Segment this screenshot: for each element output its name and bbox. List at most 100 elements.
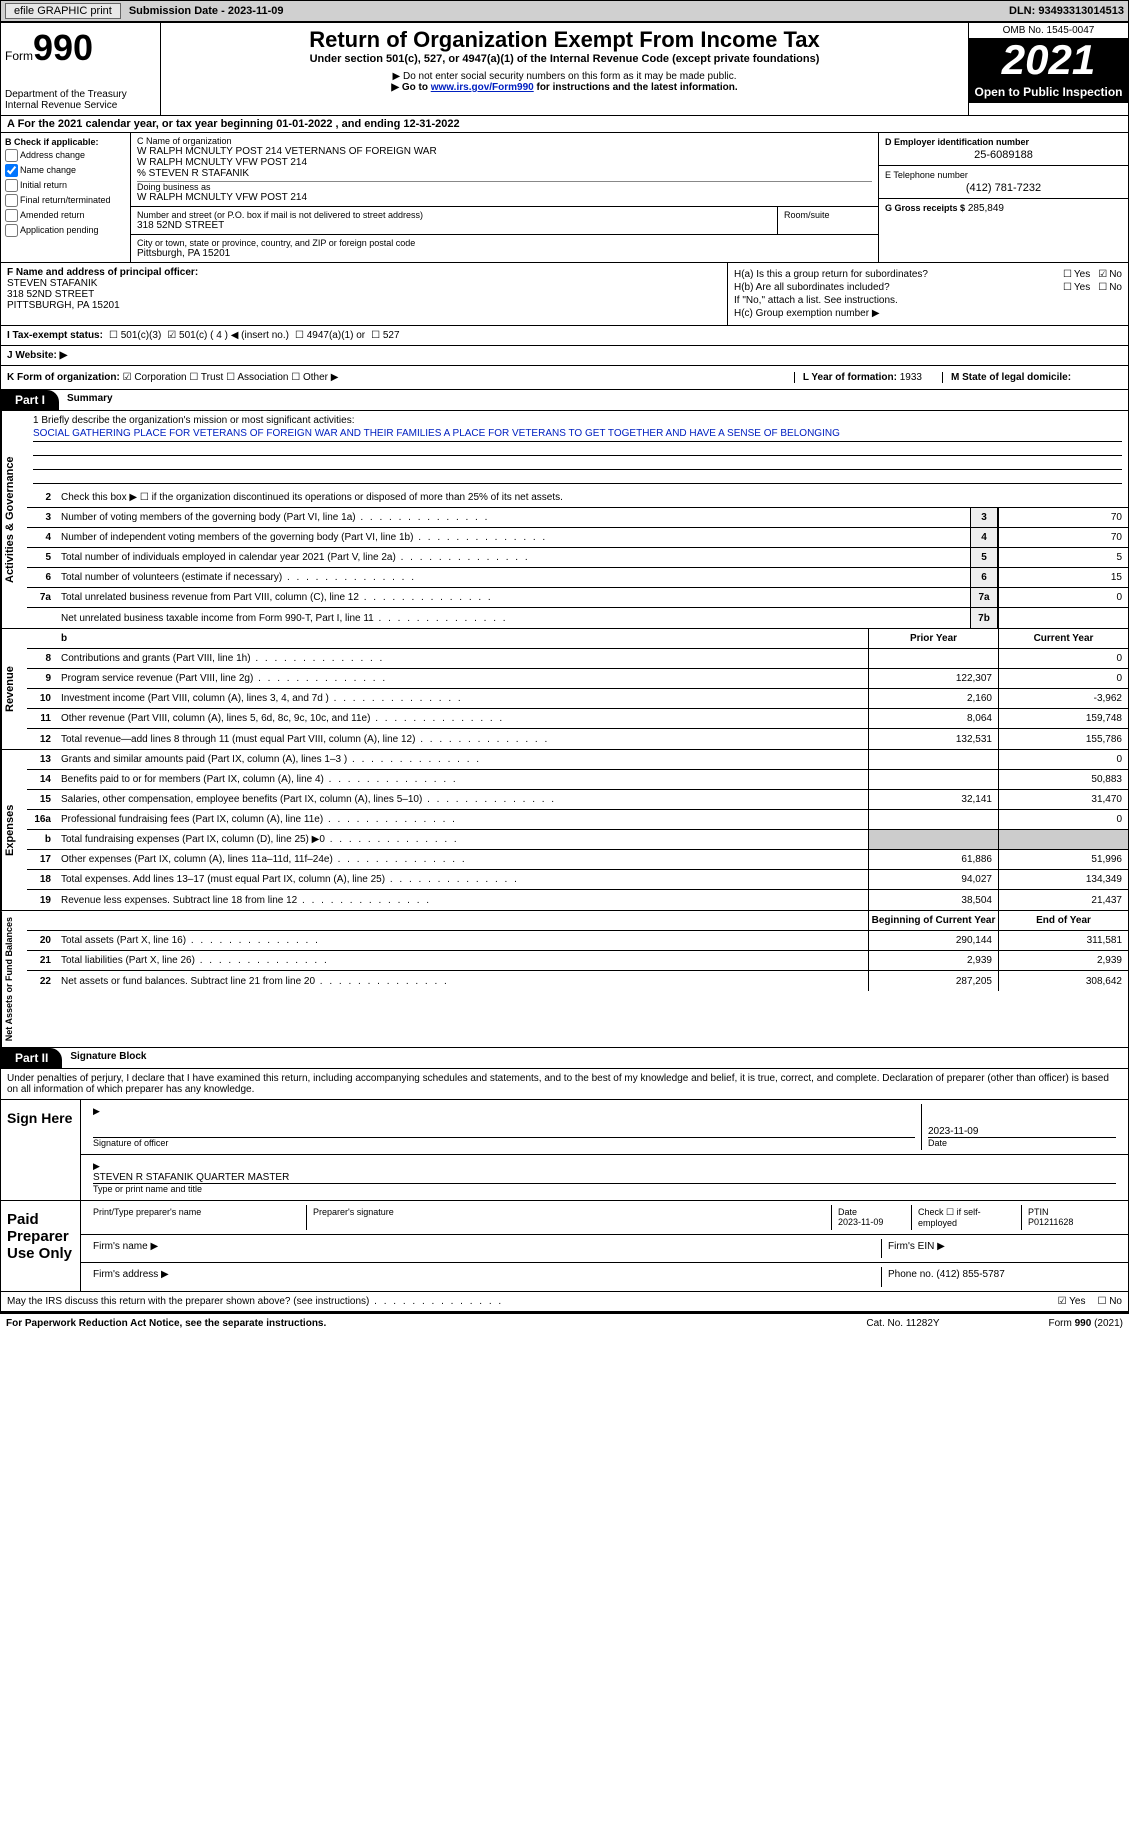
form-number: Form990 [5, 27, 156, 69]
line-13: 13 Grants and similar amounts paid (Part… [27, 750, 1128, 770]
gross-label: G Gross receipts $ [885, 203, 965, 213]
sig-intro: Under penalties of perjury, I declare th… [0, 1069, 1129, 1100]
type-name-label: Type or print name and title [93, 1183, 1116, 1194]
submission-date: Submission Date - 2023-11-09 [129, 5, 284, 17]
line-22: 22 Net assets or fund balances. Subtract… [27, 971, 1128, 991]
line-7a: 7a Total unrelated business revenue from… [27, 588, 1128, 608]
org-name-2: W RALPH MCNULTY VFW POST 214 [137, 157, 872, 168]
may-yes[interactable]: ☑ Yes [1058, 1296, 1086, 1307]
firm-address: Firm's address ▶ [87, 1267, 882, 1287]
opt-trust[interactable]: ☐ Trust [189, 372, 223, 383]
efile-print-button[interactable]: efile GRAPHIC print [5, 3, 121, 19]
city-label: City or town, state or province, country… [137, 238, 872, 248]
line-15: 15 Salaries, other compensation, employe… [27, 790, 1128, 810]
part2-header: Part II Signature Block [0, 1048, 1129, 1069]
firm-name: Firm's name ▶ [87, 1239, 882, 1258]
row-a-taxyear: A For the 2021 calendar year, or tax yea… [0, 116, 1129, 133]
opt-4947[interactable]: ☐ 4947(a)(1) or [295, 330, 365, 341]
eoy-hdr: End of Year [998, 911, 1128, 930]
street-value: 318 52ND STREET [137, 220, 771, 231]
chk-address-change[interactable]: Address change [5, 149, 126, 162]
phone-value: (412) 781-7232 [885, 182, 1122, 194]
chk-initial-return[interactable]: Initial return [5, 179, 126, 192]
line-21: 21 Total liabilities (Part X, line 26) 2… [27, 951, 1128, 971]
sig-date-value: 2023-11-09 [928, 1126, 1116, 1137]
box-b-title: B Check if applicable: [5, 137, 126, 147]
ha-yes[interactable]: ☐Yes [1063, 269, 1090, 280]
city-value: Pittsburgh, PA 15201 [137, 248, 872, 259]
ein-value: 25-6089188 [885, 149, 1122, 161]
self-employed[interactable]: Check ☐ if self-employed [912, 1205, 1022, 1230]
section-ag-label: Activities & Governance [1, 411, 27, 628]
box-h: H(a) Is this a group return for subordin… [728, 263, 1128, 325]
org-name-1: W RALPH MCNULTY POST 214 VETERNANS OF FO… [137, 146, 872, 157]
form-header: Form990 Department of the Treasury Inter… [0, 22, 1129, 116]
line-12: 12 Total revenue—add lines 8 through 11 … [27, 729, 1128, 749]
hb-no[interactable]: ☐No [1098, 282, 1122, 293]
mission-block: 1 Briefly describe the organization's mi… [27, 411, 1128, 488]
chk-amended[interactable]: Amended return [5, 209, 126, 222]
section-bcdeg: B Check if applicable: Address change Na… [0, 133, 1129, 263]
prior-year-hdr: Prior Year [868, 629, 998, 648]
line-19: 19 Revenue less expenses. Subtract line … [27, 890, 1128, 910]
line-11: 11 Other revenue (Part VIII, column (A),… [27, 709, 1128, 729]
line-16a: 16a Professional fundraising fees (Part … [27, 810, 1128, 830]
boy-hdr: Beginning of Current Year [868, 911, 998, 930]
line-b: b Total fundraising expenses (Part IX, c… [27, 830, 1128, 850]
gross-value: 285,849 [968, 203, 1004, 214]
line-9: 9 Program service revenue (Part VIII, li… [27, 669, 1128, 689]
line-3: 3 Number of voting members of the govern… [27, 508, 1128, 528]
summary-net: Net Assets or Fund Balances Beginning of… [0, 911, 1129, 1048]
opt-501c3[interactable]: ☐ 501(c)(3) [109, 330, 161, 341]
row-klm: K Form of organization: ☑ Corporation ☐ … [0, 366, 1129, 390]
hb-note: If "No," attach a list. See instructions… [734, 295, 1122, 306]
footer-center: Cat. No. 11282Y [843, 1318, 963, 1329]
section-exp-label: Expenses [1, 750, 27, 910]
box-c: C Name of organization W RALPH MCNULTY P… [131, 133, 878, 262]
section-fh: F Name and address of principal officer:… [0, 263, 1129, 326]
mission-label: 1 Briefly describe the organization's mi… [33, 415, 1122, 426]
firm-ein: Firm's EIN ▶ [882, 1239, 1122, 1258]
line-4: 4 Number of independent voting members o… [27, 528, 1128, 548]
part1-title: Summary [59, 390, 1128, 410]
sig-date-label: Date [928, 1137, 1116, 1148]
page-footer: For Paperwork Reduction Act Notice, see … [0, 1312, 1129, 1333]
opt-assoc[interactable]: ☐ Association [226, 372, 288, 383]
website-label: J Website: ▶ [7, 350, 67, 361]
row-k: K Form of organization: ☑ Corporation ☐ … [7, 372, 338, 383]
dln-number: DLN: 93493313014513 [1009, 5, 1124, 17]
chk-final-return[interactable]: Final return/terminated [5, 194, 126, 207]
ha-question: H(a) Is this a group return for subordin… [734, 269, 1055, 280]
hb-yes[interactable]: ☐Yes [1063, 282, 1090, 293]
tax-year: 2021 [969, 39, 1128, 81]
footer-right: Form 990 (2021) [963, 1318, 1123, 1329]
may-discuss-row: May the IRS discuss this return with the… [0, 1292, 1129, 1312]
prep-sig-label: Preparer's signature [307, 1205, 832, 1230]
officer-street: 318 52ND STREET [7, 289, 721, 300]
may-no[interactable]: ☐ No [1097, 1296, 1122, 1307]
box-f: F Name and address of principal officer:… [1, 263, 728, 325]
line-5: 5 Total number of individuals employed i… [27, 548, 1128, 568]
opt-other[interactable]: ☐ Other ▶ [291, 372, 338, 383]
opt-527[interactable]: ☐ 527 [371, 330, 399, 341]
hc-question: H(c) Group exemption number ▶ [734, 308, 1122, 319]
rev-header-b: b [57, 631, 868, 646]
open-public: Open to Public Inspection [969, 81, 1128, 103]
opt-corp[interactable]: ☑ Corporation [123, 372, 187, 383]
may-discuss-text: May the IRS discuss this return with the… [7, 1296, 503, 1307]
officer-name: STEVEN STAFANIK [7, 278, 721, 289]
line-14: 14 Benefits paid to or for members (Part… [27, 770, 1128, 790]
chk-name-change[interactable]: Name change [5, 164, 126, 177]
opt-501c[interactable]: ☑ 501(c) ( 4 ) ◀ (insert no.) [167, 330, 289, 341]
ha-no[interactable]: ☑No [1098, 269, 1122, 280]
officer-name-title: STEVEN R STAFANIK QUARTER MASTER [93, 1172, 1116, 1183]
chk-app-pending[interactable]: Application pending [5, 224, 126, 237]
row-i: I Tax-exempt status: ☐ 501(c)(3) ☑ 501(c… [0, 326, 1129, 346]
irs-link[interactable]: www.irs.gov/Form990 [431, 82, 534, 93]
line-8: 8 Contributions and grants (Part VIII, l… [27, 649, 1128, 669]
line-7b: Net unrelated business taxable income fr… [27, 608, 1128, 628]
firm-phone: Phone no. (412) 855-5787 [882, 1267, 1122, 1287]
dba-label: Doing business as [137, 181, 872, 192]
sig-officer-label: Signature of officer [93, 1137, 915, 1148]
row-l: L Year of formation: 1933 [794, 372, 922, 383]
